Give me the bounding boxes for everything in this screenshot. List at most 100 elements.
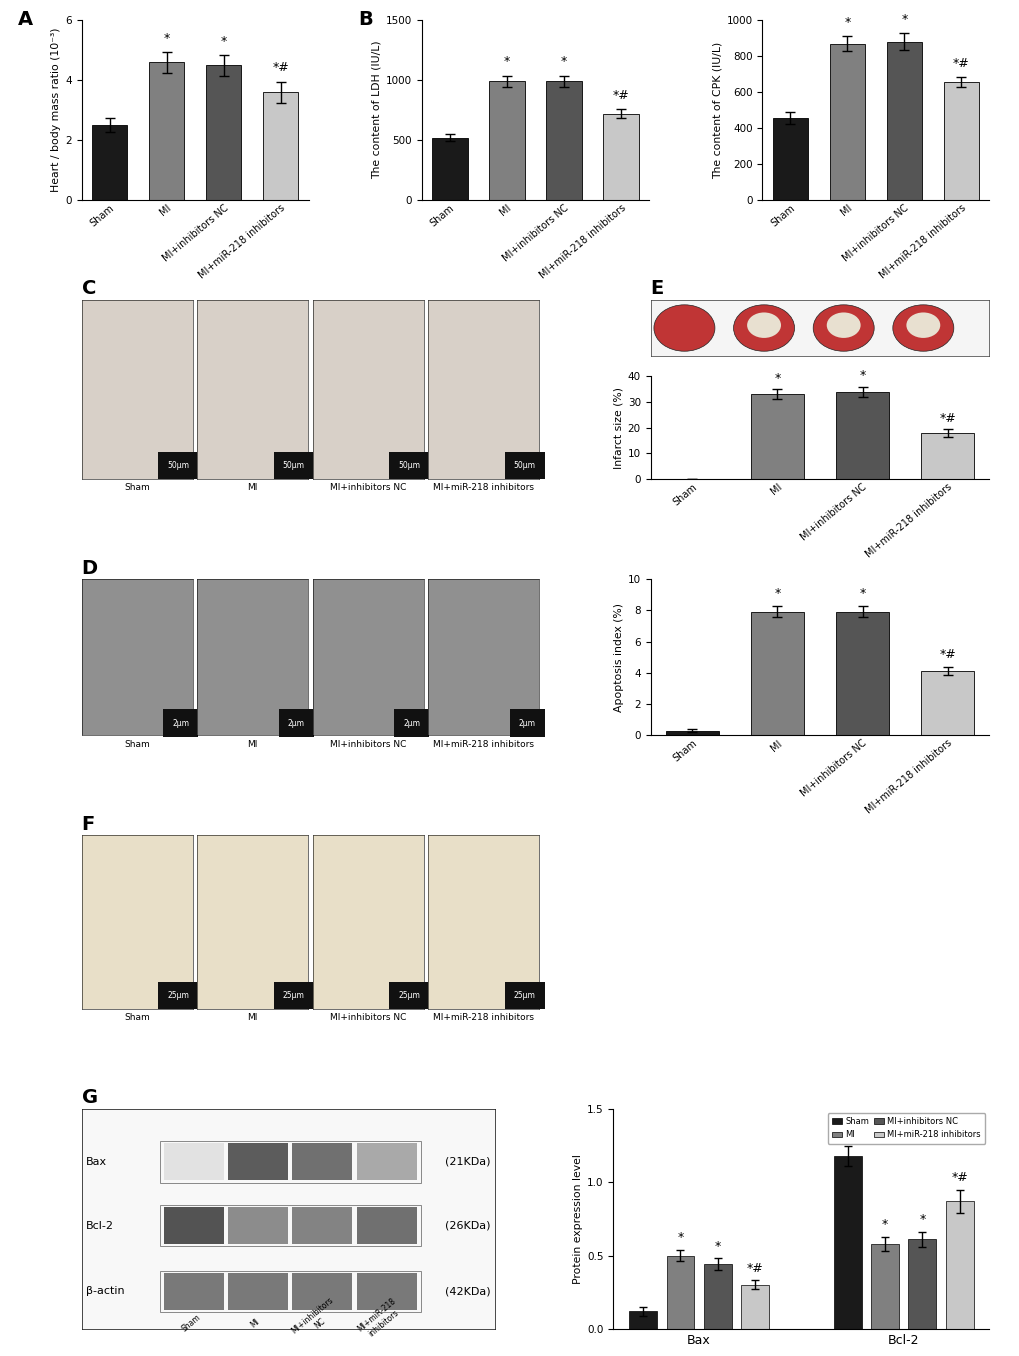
Bar bbox=[206, 65, 242, 199]
Ellipse shape bbox=[826, 312, 860, 338]
Bar bbox=[92, 125, 127, 199]
Bar bbox=[945, 1201, 972, 1329]
X-axis label: MI+inhibitors NC: MI+inhibitors NC bbox=[329, 739, 406, 749]
Bar bbox=[629, 1311, 656, 1329]
Bar bbox=[164, 1273, 224, 1310]
Text: E: E bbox=[650, 279, 663, 298]
Bar bbox=[263, 92, 298, 199]
Text: 2μm: 2μm bbox=[172, 719, 190, 728]
Y-axis label: The content of CPK (IU/L): The content of CPK (IU/L) bbox=[711, 42, 721, 179]
Bar bbox=[886, 42, 921, 199]
Bar bbox=[489, 81, 524, 199]
Bar bbox=[750, 612, 803, 735]
Text: F: F bbox=[82, 815, 95, 834]
Ellipse shape bbox=[653, 305, 714, 351]
Text: 25μm: 25μm bbox=[282, 991, 305, 1001]
Text: 50μm: 50μm bbox=[514, 461, 535, 471]
Text: *: * bbox=[881, 1218, 888, 1231]
Text: G: G bbox=[82, 1089, 98, 1108]
Bar bbox=[292, 1273, 353, 1310]
Text: *#: *# bbox=[612, 89, 629, 102]
Legend: Sham, MI, MI+inhibitors NC, MI+miR-218 inhibitors: Sham, MI, MI+inhibitors NC, MI+miR-218 i… bbox=[827, 1113, 984, 1143]
Text: 50μm: 50μm bbox=[282, 461, 305, 471]
Text: *#: *# bbox=[952, 57, 969, 71]
Text: 2μm: 2μm bbox=[403, 719, 420, 728]
Bar bbox=[602, 114, 638, 199]
Bar bbox=[750, 395, 803, 479]
Text: A: A bbox=[18, 9, 34, 28]
Bar bbox=[665, 731, 718, 735]
Text: *: * bbox=[773, 587, 780, 601]
Y-axis label: Protein expression level: Protein expression level bbox=[573, 1154, 583, 1284]
Bar bbox=[665, 1256, 694, 1329]
Text: (21KDa): (21KDa) bbox=[445, 1157, 490, 1166]
X-axis label: Sham: Sham bbox=[124, 1013, 150, 1022]
Text: *: * bbox=[677, 1231, 683, 1243]
Text: (26KDa): (26KDa) bbox=[445, 1220, 490, 1230]
Text: MI: MI bbox=[249, 1317, 262, 1329]
Text: C: C bbox=[82, 279, 96, 298]
X-axis label: MI+miR-218 inhibitors: MI+miR-218 inhibitors bbox=[433, 739, 534, 749]
Bar bbox=[292, 1143, 353, 1181]
Bar bbox=[357, 1273, 416, 1310]
Bar bbox=[920, 671, 973, 735]
Bar bbox=[357, 1143, 416, 1181]
Text: *#: *# bbox=[938, 412, 955, 424]
Text: *: * bbox=[714, 1239, 720, 1253]
Bar bbox=[164, 1207, 224, 1245]
Text: 25μm: 25μm bbox=[398, 991, 420, 1001]
X-axis label: MI+inhibitors NC: MI+inhibitors NC bbox=[329, 483, 406, 492]
Text: 25μm: 25μm bbox=[514, 991, 535, 1001]
Text: *#: *# bbox=[272, 61, 288, 75]
X-axis label: MI: MI bbox=[248, 1013, 258, 1022]
X-axis label: MI+miR-218 inhibitors: MI+miR-218 inhibitors bbox=[433, 1013, 534, 1022]
Ellipse shape bbox=[892, 305, 953, 351]
Text: MI+miR-218
inhibitors: MI+miR-218 inhibitors bbox=[356, 1296, 405, 1342]
Text: *: * bbox=[844, 16, 850, 28]
X-axis label: Sham: Sham bbox=[124, 739, 150, 749]
Text: β-actin: β-actin bbox=[86, 1287, 124, 1296]
Text: 50μm: 50μm bbox=[397, 461, 420, 471]
Bar bbox=[164, 1143, 224, 1181]
Bar bbox=[920, 433, 973, 479]
Y-axis label: The content of LDH (IU/L): The content of LDH (IU/L) bbox=[372, 41, 381, 179]
Y-axis label: Infarct size (%): Infarct size (%) bbox=[612, 386, 623, 469]
Text: Sham: Sham bbox=[180, 1313, 203, 1334]
Text: *: * bbox=[163, 31, 169, 45]
Text: *#: *# bbox=[938, 648, 955, 662]
X-axis label: MI+miR-218 inhibitors: MI+miR-218 inhibitors bbox=[433, 483, 534, 492]
Text: Bcl-2: Bcl-2 bbox=[86, 1220, 114, 1230]
Text: 25μm: 25μm bbox=[167, 991, 190, 1001]
Y-axis label: Apoptosis index (%): Apoptosis index (%) bbox=[612, 603, 623, 712]
Text: D: D bbox=[82, 559, 98, 578]
Text: *: * bbox=[859, 369, 865, 382]
Bar bbox=[228, 1207, 288, 1245]
Bar bbox=[160, 1204, 420, 1246]
Bar bbox=[870, 1243, 899, 1329]
X-axis label: MI+inhibitors NC: MI+inhibitors NC bbox=[329, 1013, 406, 1022]
X-axis label: MI: MI bbox=[248, 739, 258, 749]
Text: MI+inhibitors
NC: MI+inhibitors NC bbox=[290, 1295, 342, 1344]
Text: Bax: Bax bbox=[86, 1157, 107, 1166]
Text: *: * bbox=[503, 56, 510, 68]
Text: 50μm: 50μm bbox=[167, 461, 190, 471]
Bar bbox=[432, 137, 468, 199]
Text: (42KDa): (42KDa) bbox=[445, 1287, 490, 1296]
Bar bbox=[908, 1239, 935, 1329]
Ellipse shape bbox=[906, 312, 940, 338]
Text: *: * bbox=[560, 56, 567, 68]
Bar bbox=[740, 1285, 768, 1329]
Bar bbox=[836, 612, 888, 735]
Bar bbox=[149, 62, 184, 199]
Text: 2μm: 2μm bbox=[287, 719, 305, 728]
Text: *: * bbox=[773, 372, 780, 385]
Y-axis label: Heart / body mass ratio (10⁻³): Heart / body mass ratio (10⁻³) bbox=[51, 28, 61, 193]
Bar bbox=[160, 1271, 420, 1313]
Text: *: * bbox=[918, 1214, 924, 1226]
Bar bbox=[943, 83, 978, 199]
Bar bbox=[228, 1273, 288, 1310]
Text: *#: *# bbox=[746, 1261, 762, 1275]
Bar bbox=[772, 118, 807, 199]
Ellipse shape bbox=[733, 305, 794, 351]
Bar bbox=[546, 81, 581, 199]
